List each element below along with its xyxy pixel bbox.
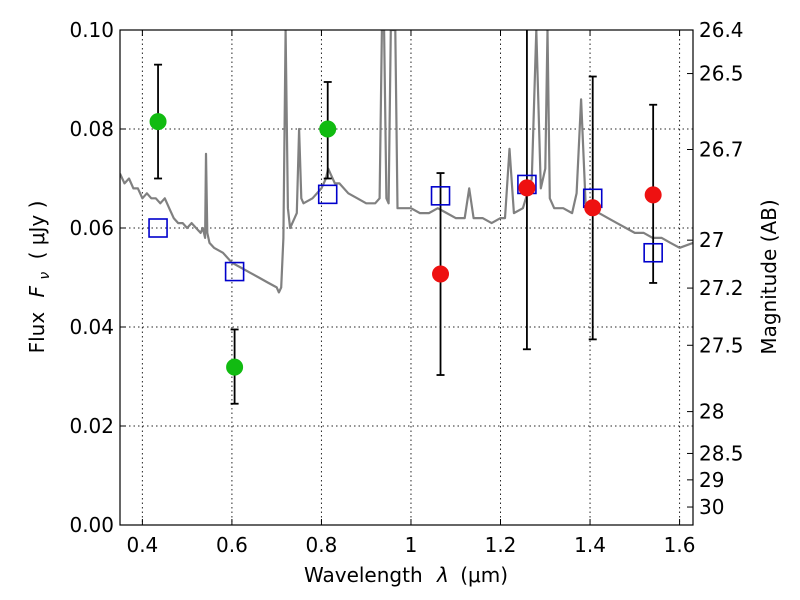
observed-nir-point — [518, 179, 536, 197]
y2-tick-label: 29 — [699, 468, 724, 492]
y2-tick-labels: 26.4 26.5 26.7 27 27.2 27.5 28 28.5 29 30 — [699, 18, 744, 519]
plot-frame — [119, 29, 694, 526]
x-tick-label: 1.4 — [574, 533, 606, 557]
y2-tick-label: 28 — [699, 400, 724, 424]
y-tick-label: 0.08 — [69, 117, 114, 141]
y2-tick-label: 27 — [699, 228, 724, 252]
y2-tick-label: 27.5 — [699, 333, 744, 357]
grid-lines — [120, 30, 693, 525]
plot-background — [120, 30, 693, 525]
observed-optical-point — [319, 120, 337, 138]
y2-tick-label: 26.5 — [699, 62, 744, 86]
model-spectrum-line — [120, 30, 693, 294]
marker-layer — [148, 113, 663, 376]
model-photometry-square — [643, 242, 663, 263]
y2-tick-label: 30 — [699, 495, 724, 519]
x-tick-label: 1 — [405, 533, 418, 557]
x-tick-label: 1.6 — [664, 533, 696, 557]
model-photometry-square — [317, 184, 338, 205]
y2-tick-label: 28.5 — [699, 441, 744, 465]
x-tick-label: 0.4 — [126, 533, 158, 557]
x-tick-label: 1.2 — [485, 533, 517, 557]
y-tick-label: 0.00 — [69, 513, 114, 537]
model-spectrum-layer — [120, 30, 693, 294]
model-photometry-square — [224, 261, 245, 282]
x-tick-labels: 0.4 0.6 0.8 1 1.2 1.4 1.6 — [126, 533, 695, 557]
x-axis-label: Wavelength λ (μm) — [304, 563, 508, 587]
x-tick-label: 0.6 — [216, 533, 248, 557]
y-tick-label: 0.04 — [69, 315, 114, 339]
y2-tick-label: 27.2 — [699, 276, 744, 300]
observed-nir-point — [584, 199, 602, 217]
tick-marks — [120, 29, 693, 526]
observed-nir-point — [644, 186, 662, 204]
x-tick-label: 0.8 — [306, 533, 338, 557]
y2-tick-label: 26.7 — [699, 138, 744, 162]
y-tick-labels: 0.00 0.02 0.04 0.06 0.08 0.10 — [69, 18, 114, 537]
observed-optical-point — [226, 358, 244, 376]
model-photometry-square — [148, 218, 168, 238]
y2-axis-label: Magnitude (AB) — [757, 199, 781, 354]
observed-nir-point — [432, 265, 450, 283]
y-tick-label: 0.06 — [69, 216, 114, 240]
y-tick-label: 0.02 — [69, 414, 114, 438]
y-tick-label: 0.10 — [69, 18, 114, 42]
observed-optical-point — [149, 113, 167, 131]
model-photometry-square — [430, 186, 451, 206]
y-axis-label: Flux F ν ( μJy ) — [25, 201, 54, 354]
y2-tick-label: 26.4 — [699, 18, 744, 42]
